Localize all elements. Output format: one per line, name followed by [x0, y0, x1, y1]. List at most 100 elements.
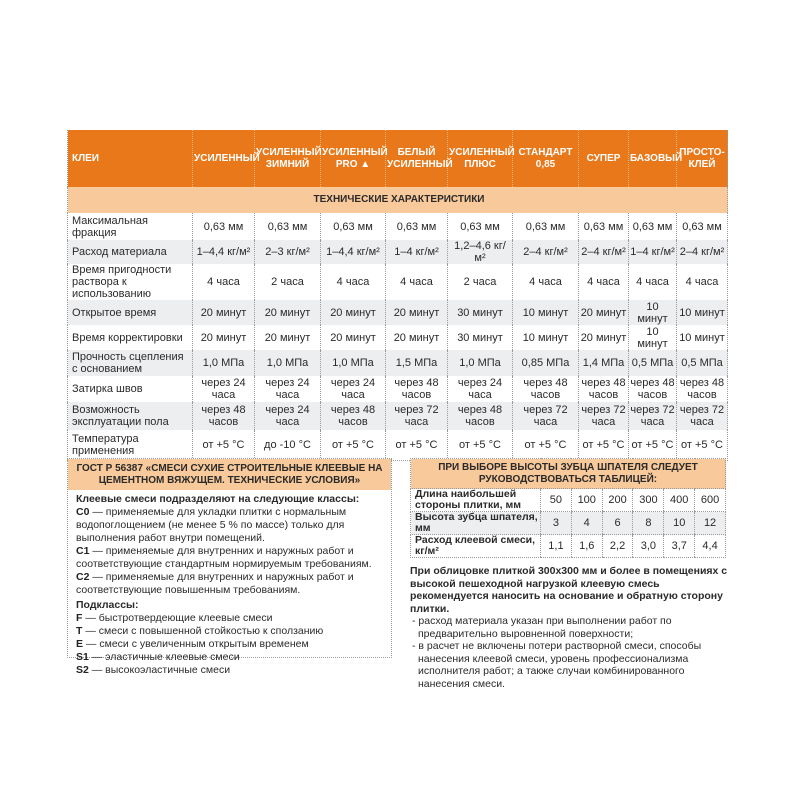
- cell: 4 часа: [578, 264, 629, 300]
- cell: 2 часа: [447, 264, 513, 300]
- cell: 1,0 МПа: [254, 350, 321, 376]
- note-item: - в расчет не включены потери растворной…: [412, 640, 702, 690]
- row-label: Температура применения: [67, 430, 193, 461]
- cell: 10 минут: [512, 300, 579, 325]
- cell: от +5 °С: [447, 430, 513, 461]
- cell: от +5 °С: [578, 430, 629, 461]
- table-row: Время пригодности рас­твора к использова…: [67, 264, 728, 300]
- cell: через 72 часа: [385, 402, 448, 430]
- table-row: Максимальная фракция 0,63 мм 0,63 мм 0,63 м…: [67, 213, 728, 240]
- table-row: Возможность эксплуатации пола через 48 ча…: [67, 402, 728, 430]
- subclasses-heading: Подклассы:: [76, 599, 139, 611]
- table-row: Температура применения от +5 °С до -10 °С о…: [67, 430, 728, 461]
- subclass-text: — смеси с повышенной стойкостью к сполза…: [82, 625, 324, 637]
- row-label: Возможность эксплуатации пола: [67, 402, 193, 430]
- cell: 0,63 мм: [628, 213, 677, 240]
- column-header: СУПЕР: [578, 130, 629, 187]
- cell: 10 минут: [628, 300, 677, 325]
- cell: до -10 °С: [254, 430, 321, 461]
- cell: от +5 °С: [676, 430, 728, 461]
- cell: 1–4,4 кг/м²: [320, 240, 386, 264]
- cell: 0,63 мм: [192, 213, 255, 240]
- column-header: БАЗОВЫЙ: [628, 130, 682, 187]
- cell: 20 минут: [385, 300, 448, 325]
- note-item: - расход материала указан при выполнении…: [412, 615, 672, 640]
- cell: через 48 часов: [512, 376, 579, 402]
- gost-info-box: ГОСТ Р 56387 «СМЕСИ СУХИЕ СТРОИТЕЛЬНЫЕ К…: [67, 458, 392, 676]
- cell: 1,0 МПа: [320, 350, 386, 376]
- cell: 4 часа: [676, 264, 728, 300]
- subclass-text: — смеси с увеличенным открытым временем: [83, 638, 309, 650]
- cell: 0,63 мм: [447, 213, 513, 240]
- row-label: Расход клеевой смеси, кг/м²: [410, 534, 541, 558]
- cell: 0,63 мм: [578, 213, 629, 240]
- table-row: Затирка швов через 24 часа через 24 часа че…: [67, 376, 728, 402]
- table-row: Расход материала 1–4,4 кг/м² 2–3 кг/м² 1–4,…: [67, 240, 728, 264]
- cell: 1,2–4,6 кг/м²: [447, 240, 513, 264]
- row-label: Расход материала: [67, 240, 193, 264]
- usage-note: При облицовке плиткой 300х300 мм и более…: [410, 565, 730, 690]
- cell: 1,0 МПа: [192, 350, 255, 376]
- cell: через 48 часов: [578, 376, 629, 402]
- cell: 10 минут: [512, 325, 579, 350]
- class-text: — применяемые для внутренних и наружных …: [76, 571, 354, 596]
- column-header: УСИЛЕННЫЙ ПЛЮС: [447, 130, 515, 187]
- column-header: УСИЛЕННЫЙ: [192, 130, 260, 187]
- section-title: ТЕХНИЧЕСКИЕ ХАРАКТЕРИСТИКИ: [67, 187, 728, 213]
- cell: от +5 °С: [628, 430, 677, 461]
- row-label: Максимальная фракция: [67, 213, 193, 240]
- row-label: Открытое время: [67, 300, 193, 325]
- subclass-item: S2 — высокоэластичные смеси: [76, 664, 383, 677]
- subclass-code: F: [76, 612, 83, 624]
- row-label: Время корректировки: [67, 325, 193, 350]
- cell: 4,4: [694, 534, 726, 558]
- cell: 2,2: [601, 534, 633, 558]
- cell: 1–4 кг/м²: [385, 240, 448, 264]
- subclass-item: T — смеси с повышенной стойкостью к спол…: [76, 625, 383, 638]
- row-label: Прочность сцепления с основанием: [67, 350, 193, 376]
- row-label: Длина наибольшей стороны плитки, мм: [410, 488, 541, 512]
- subclass-item: F — быстротвердеющие клеевые смеси: [76, 612, 383, 625]
- cell: 20 минут: [254, 325, 321, 350]
- cell: 300: [632, 488, 664, 512]
- cell: 4 часа: [512, 264, 579, 300]
- spatula-title: ПРИ ВЫБОРЕ ВЫСОТЫ ЗУБЦА ШПАТЕЛЯ СЛЕДУЕТ …: [410, 458, 726, 489]
- cell: 20 минут: [254, 300, 321, 325]
- subclass-item: E — смеси с увеличенным открытым времене…: [76, 638, 383, 651]
- cell: 0,5 МПа: [628, 350, 677, 376]
- cell: 10 минут: [676, 300, 728, 325]
- cell: через 72 часа: [512, 402, 579, 430]
- cell: через 24 часа: [192, 376, 255, 402]
- column-header: БЕЛЫЙ УСИЛЕННЫЙ: [385, 130, 453, 187]
- subclass-code: S2: [76, 664, 89, 676]
- table-row: Расход клеевой смеси, кг/м² 1,1 1,6 2,2 3,0 3…: [410, 534, 726, 558]
- subclass-code: E: [76, 638, 84, 650]
- cell: 1,6: [570, 534, 603, 558]
- subclass-item: S1 — эластичные клеевые смеси: [76, 651, 383, 664]
- gost-title: ГОСТ Р 56387 «СМЕСИ СУХИЕ СТРОИТЕЛЬНЫЕ К…: [68, 459, 391, 490]
- cell: 10: [663, 511, 695, 535]
- cell: 1,1: [540, 534, 572, 558]
- cell: 4: [570, 511, 603, 535]
- cell: 2–4 кг/м²: [676, 240, 728, 264]
- class-text: — применяемые для укладки плитки с норма…: [76, 506, 347, 544]
- cell: 8: [632, 511, 664, 535]
- cell: 20 минут: [192, 300, 255, 325]
- subclass-code: S1: [76, 651, 89, 663]
- cell: 4 часа: [192, 264, 255, 300]
- cell: 20 минут: [578, 300, 629, 325]
- cell: 0,63 мм: [254, 213, 321, 240]
- cell: 2–3 кг/м²: [254, 240, 321, 264]
- cell: через 72 часа: [676, 402, 728, 430]
- cell: 30 минут: [447, 325, 513, 350]
- column-header: КЛЕИ: [67, 130, 193, 187]
- cell: 4 часа: [628, 264, 677, 300]
- row-label: Затирка швов: [67, 376, 193, 402]
- table-row: Время корректировки 20 минут 20 минут 20 ми…: [67, 325, 728, 350]
- table-row: Открытое время 20 минут 20 минут 20 минут 20…: [67, 300, 728, 325]
- cell: 0,63 мм: [320, 213, 386, 240]
- cell: через 48 часов: [192, 402, 255, 430]
- class-code: С2: [76, 571, 90, 583]
- table-row: Прочность сцепления с основанием 1,0 МПа 1…: [67, 350, 728, 376]
- cell: 1,5 МПа: [385, 350, 448, 376]
